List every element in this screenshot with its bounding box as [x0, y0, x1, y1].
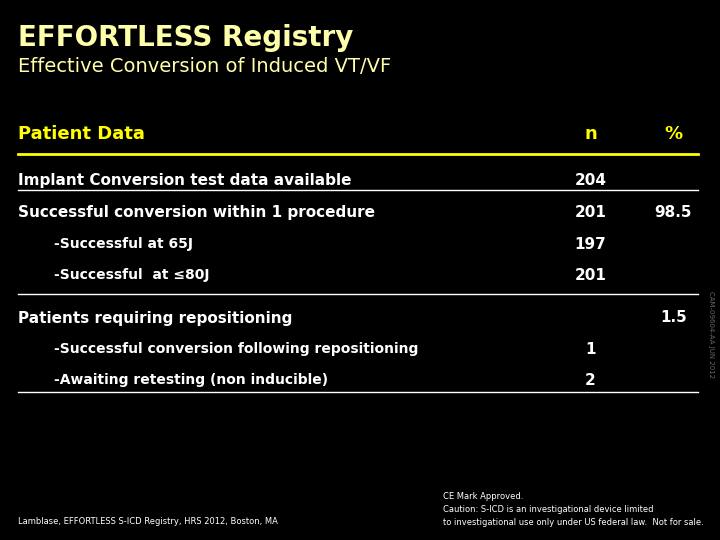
- Text: -Successful at 65J: -Successful at 65J: [54, 237, 193, 251]
- Text: Patient Data: Patient Data: [18, 125, 145, 143]
- Text: 201: 201: [575, 268, 606, 283]
- Text: Effective Conversion of Induced VT/VF: Effective Conversion of Induced VT/VF: [18, 57, 391, 76]
- Text: Successful conversion within 1 procedure: Successful conversion within 1 procedure: [18, 205, 375, 220]
- Text: 1.5: 1.5: [660, 310, 687, 326]
- Text: n: n: [584, 125, 597, 143]
- Text: 204: 204: [575, 173, 606, 188]
- Text: 197: 197: [575, 237, 606, 252]
- Text: -Successful conversion following repositioning: -Successful conversion following reposit…: [54, 342, 418, 356]
- Text: Patients requiring repositioning: Patients requiring repositioning: [18, 310, 292, 326]
- Text: 201: 201: [575, 205, 606, 220]
- Text: %: %: [664, 125, 683, 143]
- Text: CE Mark Approved.: CE Mark Approved.: [443, 492, 523, 501]
- Text: Lamblase, EFFORTLESS S-ICD Registry, HRS 2012, Boston, MA: Lamblase, EFFORTLESS S-ICD Registry, HRS…: [18, 517, 278, 526]
- Text: EFFORTLESS Registry: EFFORTLESS Registry: [18, 24, 354, 52]
- Text: -Awaiting retesting (non inducible): -Awaiting retesting (non inducible): [54, 373, 328, 387]
- Text: 1: 1: [585, 342, 595, 357]
- Text: Implant Conversion test data available: Implant Conversion test data available: [18, 173, 351, 188]
- Text: 98.5: 98.5: [654, 205, 692, 220]
- Text: Caution: S-ICD is an investigational device limited: Caution: S-ICD is an investigational dev…: [443, 505, 653, 514]
- Text: -Successful  at ≤80J: -Successful at ≤80J: [54, 268, 210, 282]
- Text: 2: 2: [585, 373, 595, 388]
- Text: to investigational use only under US federal law.  Not for sale.: to investigational use only under US fed…: [443, 518, 703, 527]
- Text: CAM-09604-AA JUN 2012: CAM-09604-AA JUN 2012: [708, 291, 714, 379]
